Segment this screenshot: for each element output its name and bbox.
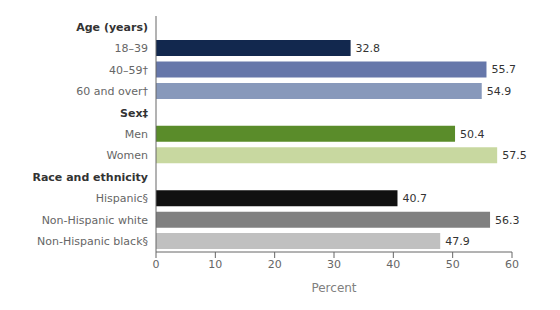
svg-text:54.9: 54.9 xyxy=(487,85,512,98)
svg-text:32.8: 32.8 xyxy=(356,42,381,55)
svg-text:40.7: 40.7 xyxy=(402,192,427,205)
svg-text:Race and ethnicity: Race and ethnicity xyxy=(32,171,148,184)
svg-text:Men: Men xyxy=(125,128,148,141)
svg-text:57.5: 57.5 xyxy=(502,149,526,162)
svg-text:30: 30 xyxy=(327,258,341,271)
svg-text:60: 60 xyxy=(505,258,519,271)
svg-text:0: 0 xyxy=(153,258,160,271)
svg-text:Hispanic§: Hispanic§ xyxy=(96,192,148,205)
svg-text:56.3: 56.3 xyxy=(495,214,519,227)
svg-text:18–39: 18–39 xyxy=(115,42,149,55)
svg-text:55.7: 55.7 xyxy=(491,63,516,76)
svg-text:10: 10 xyxy=(208,258,222,271)
svg-text:Non-Hispanic white: Non-Hispanic white xyxy=(42,214,149,227)
svg-text:Women: Women xyxy=(107,149,148,162)
svg-text:Non-Hispanic black§: Non-Hispanic black§ xyxy=(37,235,148,248)
svg-text:40–59†: 40–59† xyxy=(109,64,148,77)
svg-text:50.4: 50.4 xyxy=(460,128,485,141)
svg-text:40: 40 xyxy=(386,258,400,271)
svg-text:Percent: Percent xyxy=(311,281,356,295)
svg-text:50: 50 xyxy=(446,258,460,271)
svg-text:60 and over†: 60 and over† xyxy=(76,85,148,98)
svg-text:Sex‡: Sex‡ xyxy=(120,107,148,120)
svg-text:20: 20 xyxy=(268,258,282,271)
svg-text:Age (years): Age (years) xyxy=(76,21,148,34)
svg-text:47.9: 47.9 xyxy=(445,235,470,248)
